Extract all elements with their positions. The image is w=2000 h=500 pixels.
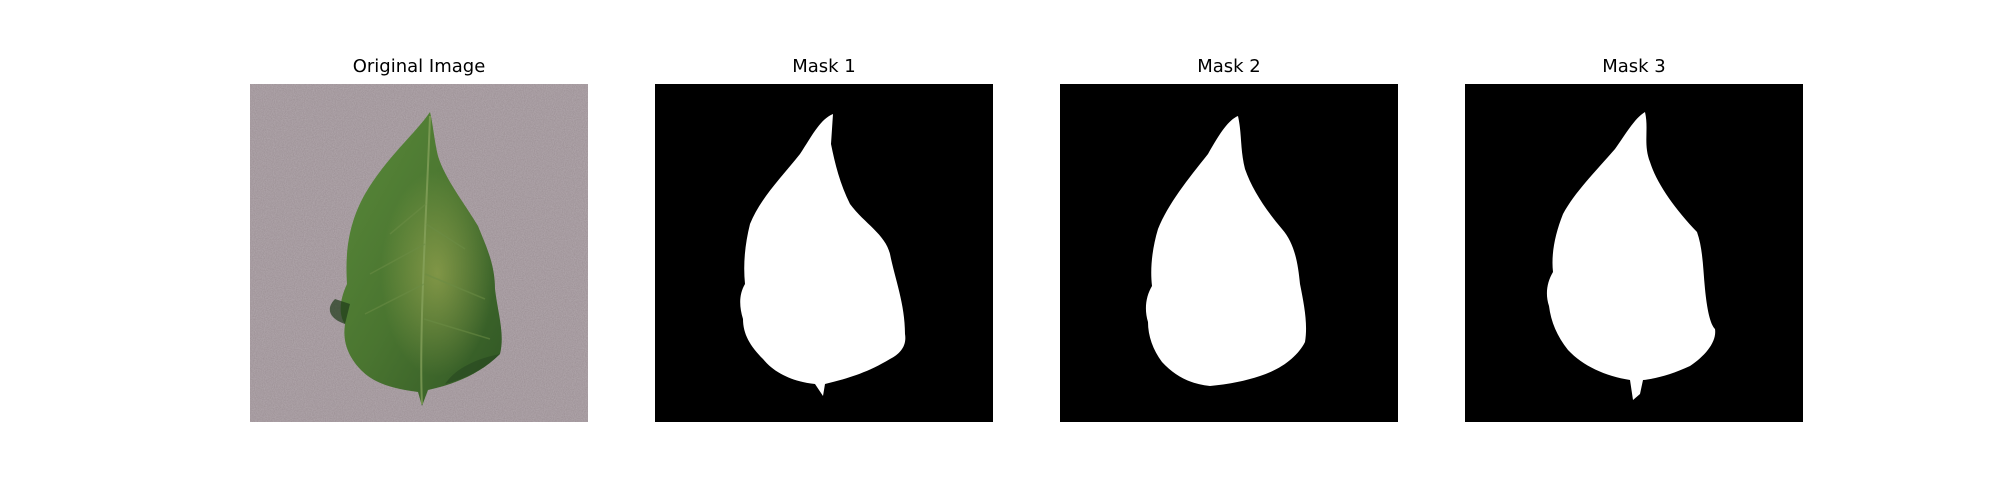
mask-3-image [1465,84,1803,422]
original-leaf-photo [250,84,588,422]
leaf-midrib [420,115,431,405]
mask-2-svg [1060,84,1398,422]
leaf-photo-svg [250,84,588,422]
panel-title-mask-3: Mask 3 [1602,56,1666,77]
panel-title-original-image: Original Image [352,56,486,77]
mask-3-leaf-region [1546,112,1716,400]
mask-1-svg [655,84,993,422]
mask-1-image [655,84,993,422]
mask-1-panel: Mask 1 [655,0,993,500]
panel-title-mask-2: Mask 2 [1197,56,1261,77]
mask-2-leaf-region [1145,116,1307,386]
original-image-panel: Original Image [250,0,588,500]
mask-1-leaf-region [740,114,906,396]
panel-title-mask-1: Mask 1 [792,56,856,77]
mask-3-panel: Mask 3 [1465,0,1803,500]
mask-2-panel: Mask 2 [1060,0,1398,500]
mask-2-image [1060,84,1398,422]
mask-3-svg [1465,84,1803,422]
